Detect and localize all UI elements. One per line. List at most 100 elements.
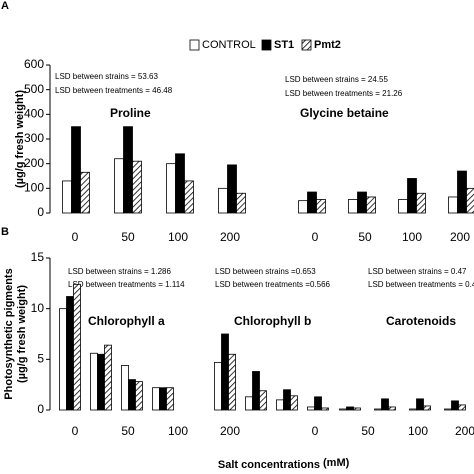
bar xyxy=(214,361,222,411)
bar xyxy=(166,163,176,214)
bar xyxy=(227,164,237,214)
y-tick-label: 600 xyxy=(24,57,44,71)
x-tick-label: 0 xyxy=(72,424,79,438)
legend-swatch xyxy=(261,39,272,51)
bar xyxy=(416,192,426,214)
bar xyxy=(307,191,317,214)
legend-swatch xyxy=(301,39,312,51)
x-axis-unit: (mM) xyxy=(323,457,350,469)
bar xyxy=(62,180,72,214)
bar xyxy=(135,381,143,411)
x-tick-label: 100 xyxy=(408,424,428,438)
x-axis-title: Salt concentrations xyxy=(218,459,320,471)
annotation: LSD between treatments =0.566 xyxy=(215,280,331,289)
y-tick-label: 400 xyxy=(24,107,44,121)
x-tick-label: 100 xyxy=(402,230,422,244)
bar xyxy=(259,390,267,411)
bar xyxy=(409,408,417,411)
annotation: LSD between strains =0.653 xyxy=(215,267,316,276)
bar xyxy=(221,333,229,411)
bar xyxy=(121,365,129,411)
bar xyxy=(388,406,396,411)
annotation: LSD between treatments = 0.40 xyxy=(368,280,474,289)
bar xyxy=(123,126,133,214)
y-tick-label: 0 xyxy=(37,402,44,416)
bar xyxy=(128,379,136,411)
y-tick-label: 0 xyxy=(37,205,44,219)
bar xyxy=(366,196,376,214)
bar xyxy=(175,153,185,214)
bar xyxy=(346,406,354,411)
bar xyxy=(444,408,452,411)
bar xyxy=(298,200,308,214)
annotation: LSD between strains = 0.47 xyxy=(368,267,467,276)
bar xyxy=(245,396,253,411)
x-tick-label: 200 xyxy=(220,424,240,438)
x-tick-label: 200 xyxy=(220,230,240,244)
bar xyxy=(448,196,458,214)
panel-label: B xyxy=(1,226,9,238)
group-label: Glycine betaine xyxy=(300,106,389,120)
bar xyxy=(90,352,98,411)
x-tick-label: 0 xyxy=(312,230,319,244)
legend-label: CONTROL xyxy=(202,39,256,51)
bar xyxy=(73,283,81,411)
bar xyxy=(59,308,67,411)
bar xyxy=(348,199,358,214)
bar xyxy=(357,191,367,214)
bar xyxy=(407,178,417,214)
bar xyxy=(314,396,322,411)
x-tick-label: 50 xyxy=(121,230,135,244)
group-label: Proline xyxy=(110,106,151,120)
bar xyxy=(152,387,160,411)
annotation: LSD between treatments = 46.48 xyxy=(55,86,173,95)
bar xyxy=(276,399,284,411)
x-tick-label: 100 xyxy=(168,230,188,244)
x-tick-label: 200 xyxy=(455,424,474,438)
bar xyxy=(381,398,389,411)
bar xyxy=(218,187,228,214)
bar xyxy=(416,398,424,411)
y-tick-label: 200 xyxy=(24,156,44,170)
bar xyxy=(159,387,167,411)
legend-swatch xyxy=(189,39,200,51)
x-tick-label: 200 xyxy=(450,230,470,244)
y-axis-title: Photosynthetic pigments xyxy=(3,268,15,399)
x-tick-label: 0 xyxy=(72,230,79,244)
bar xyxy=(236,192,246,214)
panel-label: A xyxy=(1,0,9,12)
bar xyxy=(132,160,142,214)
group-label: Chlorophyll a xyxy=(88,314,165,328)
bar xyxy=(97,353,105,411)
y-tick-label: 15 xyxy=(31,250,45,264)
bar xyxy=(114,158,124,214)
bar xyxy=(353,407,361,411)
annotation: LSD between strains = 1.286 xyxy=(68,267,172,276)
x-tick-label: 100 xyxy=(168,424,188,438)
bar xyxy=(316,199,326,214)
y-axis-title: (µg/g fresh weight) xyxy=(16,285,28,383)
bar xyxy=(283,389,291,411)
bar xyxy=(374,408,382,411)
bar xyxy=(71,126,81,214)
bar xyxy=(184,180,194,214)
group-label: Chlorophyll b xyxy=(234,314,311,328)
y-tick-label: 5 xyxy=(37,352,44,366)
x-tick-label: 0 xyxy=(312,424,319,438)
y-axis-title: (µg/g fresh weight) xyxy=(14,90,26,188)
bar xyxy=(423,405,431,411)
y-tick-label: 300 xyxy=(24,131,44,145)
bar xyxy=(466,187,474,214)
bar xyxy=(228,353,236,411)
annotation: LSD between strains = 24.55 xyxy=(285,75,389,84)
bar xyxy=(321,407,329,411)
y-tick-label: 100 xyxy=(24,181,44,195)
bar xyxy=(252,371,260,411)
bar xyxy=(290,395,298,411)
bar xyxy=(80,171,90,214)
bar xyxy=(66,296,74,411)
legend-label: ST1 xyxy=(274,39,294,51)
y-tick-label: 500 xyxy=(24,82,44,96)
bar xyxy=(339,408,347,411)
